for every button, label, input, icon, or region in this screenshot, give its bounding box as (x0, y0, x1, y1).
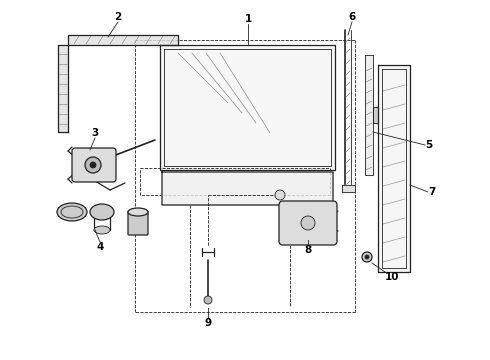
Text: 1: 1 (245, 14, 252, 24)
Circle shape (90, 162, 96, 168)
Text: 10: 10 (385, 272, 399, 282)
Circle shape (204, 296, 212, 304)
Polygon shape (162, 172, 333, 212)
Polygon shape (160, 45, 335, 170)
Circle shape (362, 252, 372, 262)
Text: 8: 8 (304, 245, 312, 255)
Text: 3: 3 (91, 128, 98, 138)
Text: 7: 7 (428, 187, 436, 197)
Circle shape (85, 157, 101, 173)
Polygon shape (58, 35, 178, 132)
Polygon shape (365, 55, 373, 175)
Text: 4: 4 (97, 242, 104, 252)
FancyBboxPatch shape (128, 211, 148, 235)
Text: 2: 2 (114, 12, 122, 22)
Ellipse shape (94, 226, 110, 234)
Polygon shape (373, 107, 378, 123)
Circle shape (301, 216, 315, 230)
Circle shape (275, 190, 285, 200)
Polygon shape (342, 185, 355, 192)
Ellipse shape (128, 208, 148, 216)
FancyBboxPatch shape (279, 201, 337, 245)
Ellipse shape (57, 203, 87, 221)
FancyBboxPatch shape (72, 148, 116, 182)
Polygon shape (378, 65, 410, 272)
Text: 6: 6 (348, 12, 356, 22)
Ellipse shape (90, 204, 114, 220)
Circle shape (365, 255, 369, 259)
Text: 9: 9 (204, 318, 212, 328)
Text: 5: 5 (425, 140, 432, 150)
